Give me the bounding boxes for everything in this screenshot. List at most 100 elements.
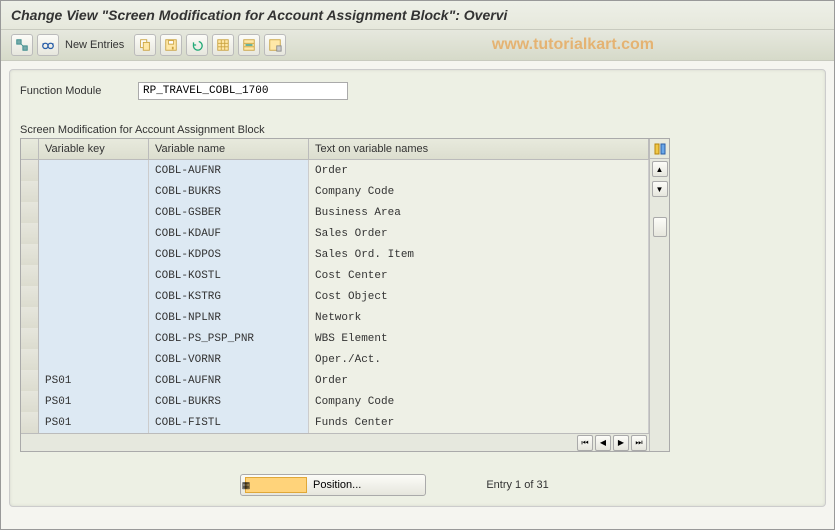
cell-text[interactable]: WBS Element bbox=[309, 328, 649, 349]
table-container: Variable key Variable name Text on varia… bbox=[20, 138, 670, 452]
row-selector[interactable] bbox=[21, 307, 39, 328]
table-body: COBL-AUFNROrderCOBL-BUKRSCompany CodeCOB… bbox=[21, 160, 649, 433]
column-variable-key[interactable]: Variable key bbox=[39, 139, 149, 159]
row-selector[interactable] bbox=[21, 349, 39, 370]
scroll-right-icon[interactable]: ▶ bbox=[613, 435, 629, 451]
cell-variable-key[interactable] bbox=[39, 223, 149, 244]
scroll-down-icon[interactable]: ▼ bbox=[652, 181, 668, 197]
cell-variable-key[interactable]: PS01 bbox=[39, 391, 149, 412]
table-row[interactable]: COBL-KDPOSSales Ord. Item bbox=[21, 244, 649, 265]
cell-variable-name[interactable]: COBL-BUKRS bbox=[149, 181, 309, 202]
cell-variable-key[interactable] bbox=[39, 286, 149, 307]
cell-variable-name[interactable]: COBL-AUFNR bbox=[149, 370, 309, 391]
cell-variable-key[interactable] bbox=[39, 181, 149, 202]
row-selector[interactable] bbox=[21, 412, 39, 433]
cell-variable-name[interactable]: COBL-AUFNR bbox=[149, 160, 309, 181]
cell-variable-name[interactable]: COBL-BUKRS bbox=[149, 391, 309, 412]
column-selector[interactable] bbox=[21, 139, 39, 159]
cell-variable-name[interactable]: COBL-VORNR bbox=[149, 349, 309, 370]
row-selector[interactable] bbox=[21, 391, 39, 412]
window-title-bar: Change View "Screen Modification for Acc… bbox=[1, 1, 834, 30]
cell-variable-key[interactable]: PS01 bbox=[39, 412, 149, 433]
scroll-left-icon[interactable]: ◀ bbox=[595, 435, 611, 451]
table-row[interactable]: COBL-KSTRGCost Object bbox=[21, 286, 649, 307]
table-row[interactable]: COBL-GSBERBusiness Area bbox=[21, 202, 649, 223]
row-selector[interactable] bbox=[21, 265, 39, 286]
cell-text[interactable]: Order bbox=[309, 160, 649, 181]
vertical-scrollbar[interactable]: ▲ ▼ bbox=[650, 159, 669, 451]
row-selector[interactable] bbox=[21, 244, 39, 265]
table-row[interactable]: COBL-BUKRSCompany Code bbox=[21, 181, 649, 202]
cell-variable-name[interactable]: COBL-KSTRG bbox=[149, 286, 309, 307]
table-row[interactable]: PS01COBL-BUKRSCompany Code bbox=[21, 391, 649, 412]
cell-text[interactable]: Oper./Act. bbox=[309, 349, 649, 370]
copy-icon-button[interactable] bbox=[134, 34, 156, 56]
cell-variable-name[interactable]: COBL-KDPOS bbox=[149, 244, 309, 265]
cell-text[interactable]: Sales Ord. Item bbox=[309, 244, 649, 265]
cell-text[interactable]: Network bbox=[309, 307, 649, 328]
cell-text[interactable]: Sales Order bbox=[309, 223, 649, 244]
table-row[interactable]: PS01COBL-AUFNROrder bbox=[21, 370, 649, 391]
cell-text[interactable]: Business Area bbox=[309, 202, 649, 223]
cell-variable-key[interactable] bbox=[39, 244, 149, 265]
table-row[interactable]: COBL-VORNROper./Act. bbox=[21, 349, 649, 370]
configure-columns-icon[interactable] bbox=[650, 139, 669, 159]
function-module-label: Function Module bbox=[20, 85, 130, 97]
table-header: Variable key Variable name Text on varia… bbox=[21, 139, 649, 160]
column-text[interactable]: Text on variable names bbox=[309, 139, 649, 159]
cell-variable-key[interactable]: PS01 bbox=[39, 370, 149, 391]
glasses-icon-button[interactable] bbox=[37, 34, 59, 56]
cell-text[interactable]: Company Code bbox=[309, 391, 649, 412]
position-label: Position... bbox=[313, 479, 421, 491]
row-selector[interactable] bbox=[21, 202, 39, 223]
cell-variable-name[interactable]: COBL-GSBER bbox=[149, 202, 309, 223]
cell-variable-key[interactable] bbox=[39, 160, 149, 181]
table-row[interactable]: COBL-PS_PSP_PNRWBS Element bbox=[21, 328, 649, 349]
cell-text[interactable]: Company Code bbox=[309, 181, 649, 202]
cell-variable-name[interactable]: COBL-FISTL bbox=[149, 412, 309, 433]
horizontal-scrollbar[interactable]: ⏮ ◀ ▶ ⏭ bbox=[21, 433, 649, 451]
row-selector[interactable] bbox=[21, 328, 39, 349]
cell-text[interactable]: Cost Object bbox=[309, 286, 649, 307]
position-button[interactable]: ▦ Position... bbox=[240, 474, 426, 496]
scroll-up-icon[interactable]: ▲ bbox=[652, 161, 668, 177]
scroll-thumb[interactable] bbox=[653, 217, 667, 237]
table-row[interactable]: PS01COBL-FISTLFunds Center bbox=[21, 412, 649, 433]
cell-variable-key[interactable] bbox=[39, 307, 149, 328]
row-selector[interactable] bbox=[21, 286, 39, 307]
scroll-last-icon[interactable]: ⏭ bbox=[631, 435, 647, 451]
row-selector[interactable] bbox=[21, 160, 39, 181]
table-row[interactable]: COBL-KDAUFSales Order bbox=[21, 223, 649, 244]
window-title: Change View "Screen Modification for Acc… bbox=[11, 7, 507, 23]
cell-variable-key[interactable] bbox=[39, 265, 149, 286]
cell-text[interactable]: Cost Center bbox=[309, 265, 649, 286]
row-selector[interactable] bbox=[21, 370, 39, 391]
cell-variable-name[interactable]: COBL-PS_PSP_PNR bbox=[149, 328, 309, 349]
delimit-icon-button[interactable] bbox=[264, 34, 286, 56]
cell-variable-name[interactable]: COBL-KOSTL bbox=[149, 265, 309, 286]
cell-text[interactable]: Funds Center bbox=[309, 412, 649, 433]
expand-icon-button[interactable] bbox=[11, 34, 33, 56]
row-selector[interactable] bbox=[21, 223, 39, 244]
cell-variable-key[interactable] bbox=[39, 202, 149, 223]
select-all-icon-button[interactable] bbox=[212, 34, 234, 56]
cell-variable-key[interactable] bbox=[39, 328, 149, 349]
table-row[interactable]: COBL-NPLNRNetwork bbox=[21, 307, 649, 328]
entry-counter: Entry 1 of 31 bbox=[486, 479, 548, 491]
row-selector[interactable] bbox=[21, 181, 39, 202]
function-module-input[interactable] bbox=[138, 82, 348, 100]
new-entries-button[interactable]: New Entries bbox=[65, 39, 124, 51]
deselect-icon-button[interactable] bbox=[238, 34, 260, 56]
scroll-first-icon[interactable]: ⏮ bbox=[577, 435, 593, 451]
cell-variable-name[interactable]: COBL-KDAUF bbox=[149, 223, 309, 244]
cell-variable-name[interactable]: COBL-NPLNR bbox=[149, 307, 309, 328]
column-variable-name[interactable]: Variable name bbox=[149, 139, 309, 159]
position-icon: ▦ bbox=[245, 477, 307, 493]
cell-text[interactable]: Order bbox=[309, 370, 649, 391]
table-row[interactable]: COBL-KOSTLCost Center bbox=[21, 265, 649, 286]
table-row[interactable]: COBL-AUFNROrder bbox=[21, 160, 649, 181]
cell-variable-key[interactable] bbox=[39, 349, 149, 370]
undo-icon-button[interactable] bbox=[186, 34, 208, 56]
save-icon-button[interactable] bbox=[160, 34, 182, 56]
content-area: Function Module Screen Modification for … bbox=[9, 69, 826, 507]
